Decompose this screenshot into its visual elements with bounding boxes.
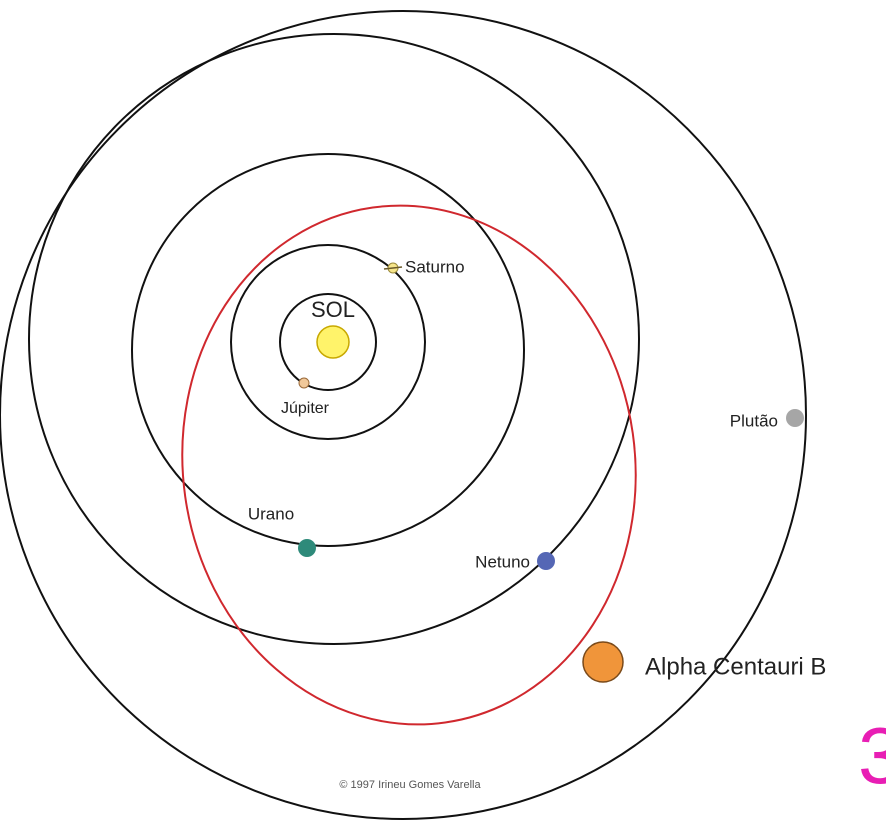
corner-mark: 3 bbox=[858, 711, 886, 800]
solar-diagram: SOL Saturno Júpiter Urano Netuno Plutão … bbox=[0, 0, 886, 821]
star-label: Alpha Centauri B bbox=[645, 653, 826, 680]
neptune bbox=[537, 552, 555, 570]
sun bbox=[317, 326, 349, 358]
neptune-label: Netuno bbox=[475, 552, 530, 571]
saturn-label: Saturno bbox=[405, 257, 465, 276]
jupiter-label: Júpiter bbox=[281, 400, 330, 417]
jupiter bbox=[299, 378, 309, 388]
sun-label: SOL bbox=[311, 297, 355, 322]
alpha-centauri-b bbox=[583, 642, 623, 682]
uranus-label: Urano bbox=[248, 504, 294, 523]
credit: © 1997 Irineu Gomes Varella bbox=[339, 779, 481, 791]
saturn-ring bbox=[384, 267, 402, 269]
pluto bbox=[786, 409, 804, 427]
uranus bbox=[298, 539, 316, 557]
pluto-orbit bbox=[0, 11, 806, 819]
pluto-label: Plutão bbox=[730, 411, 778, 430]
